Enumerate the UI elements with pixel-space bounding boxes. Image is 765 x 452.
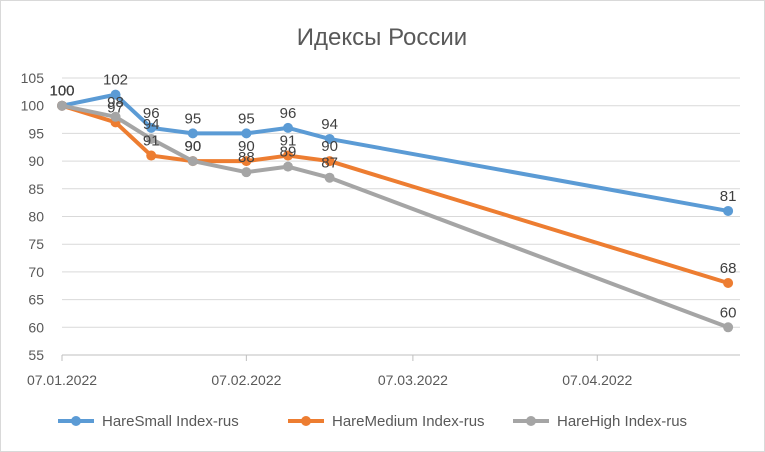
data-label: 91 [143,133,160,150]
data-point [723,205,734,216]
data-point [241,167,252,178]
data-point [241,156,252,167]
data-point [241,128,252,139]
data-label: 68 [720,260,737,277]
y-tick-label: 95 [28,125,44,141]
x-tick-label: 07.02.2022 [211,372,281,388]
data-point [57,100,67,111]
data-label: 88 [238,149,255,166]
x-tick-label: 07.04.2022 [562,372,632,388]
y-tick-label: 90 [28,153,44,169]
legend-label-2: HareMedium Index-rus [332,413,485,430]
data-point [146,122,157,133]
data-point [324,133,335,144]
data-label: 87 [321,155,338,172]
data-point [723,277,734,288]
y-tick-label: 60 [28,319,44,335]
data-label: 89 [280,144,297,161]
x-axis: 07.01.2022 07.02.2022 07.03.2022 07.04.2022 [27,354,740,388]
data-point [110,89,121,100]
data-point [283,122,293,133]
legend-marker [301,416,311,426]
data-point [146,150,157,161]
data-label: 100 [49,83,74,100]
data-point [187,128,198,139]
data-label: 90 [184,138,201,155]
legend-marker [71,416,81,426]
data-label: 94 [321,116,338,133]
data-label: 96 [143,105,160,122]
data-label: 90 [321,138,338,155]
data-label: 102 [103,72,128,89]
y-tick-label: 75 [28,236,44,252]
series-group [57,89,734,333]
series-line-2 [60,103,731,285]
data-label: 60 [720,304,737,321]
chart-title: Идексы России [297,24,467,51]
data-point [324,172,335,183]
legend-label-3: HareHigh Index-rus [557,413,687,430]
y-tick-label: 65 [28,292,44,308]
data-point [283,150,293,161]
data-point [723,322,734,333]
legend-marker [526,416,536,426]
data-label: 91 [280,133,297,150]
x-tick-label: 07.01.2022 [27,372,97,388]
y-tick-label: 55 [28,347,44,363]
data-label: 96 [280,105,297,122]
data-point [110,111,121,122]
y-tick-label: 70 [28,264,44,280]
data-label: 95 [184,110,201,127]
gridlines [62,77,740,328]
series-line-1 [60,92,731,213]
y-tick-label: 80 [28,209,44,225]
y-tick-label: 100 [21,98,45,114]
y-tick-label: 85 [28,181,44,197]
data-label: 100 [49,83,74,100]
data-label: 97 [107,99,124,116]
x-tick-label: 07.03.2022 [378,372,448,388]
data-label: 98 [107,94,124,111]
data-label: 94 [143,116,160,133]
data-point [283,161,293,172]
data-label: 90 [238,138,255,155]
legend-label-1: HareSmall Index-rus [102,413,239,430]
data-point [187,156,198,167]
series-line-3 [60,103,731,330]
data-point [324,156,335,167]
data-point [146,133,157,144]
data-label: 81 [720,188,737,205]
data-label: 95 [238,110,255,127]
data-label: 90 [184,138,201,155]
y-axis-ticks: 55 60 65 70 75 80 85 90 95 100 105 [21,70,45,363]
legend: HareSmall Index-rus HareMedium Index-rus H… [58,413,687,430]
data-label: 100 [49,83,74,100]
y-tick-label: 105 [21,70,45,86]
